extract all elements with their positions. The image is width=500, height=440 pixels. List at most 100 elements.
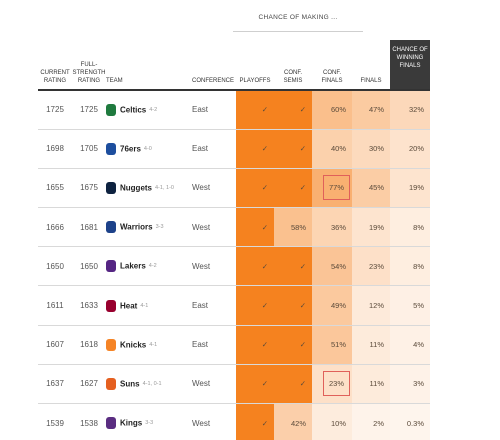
win-finals-value: 8%: [413, 222, 424, 232]
playoffs-cell: ✓: [236, 403, 274, 440]
current-rating-cell: 1725: [38, 90, 72, 130]
conf-semis-cell: ✓: [274, 325, 312, 365]
conf-finals-value: 51%: [330, 340, 346, 350]
finals-value: 12%: [368, 301, 384, 311]
current-rating-cell: 1611: [38, 285, 72, 326]
team-name[interactable]: Knicks: [120, 340, 147, 350]
conf-semis-value: ✓: [299, 144, 306, 154]
current-rating-cell: 1607: [38, 325, 72, 365]
table-row: 1539 1538 Kings 3-3 West ✓ 42% 10% 2% 0.3%: [38, 403, 430, 440]
conf-semis-cell: 58%: [274, 207, 312, 248]
team-cell: Heat 4-1: [106, 285, 192, 326]
finals-cell: 2%: [352, 403, 390, 440]
table-row: 1725 1725 Celtics 4-2 East ✓ ✓ 60% 47% 32%: [38, 90, 430, 130]
table-row: 1698 1705 76ers 4-0 East ✓ ✓ 40% 30% 20%: [38, 129, 430, 169]
team-name[interactable]: Nuggets: [120, 183, 152, 193]
finals-cell: 45%: [352, 168, 390, 209]
finals-cell: 11%: [352, 364, 390, 405]
conf-semis-value: ✓: [299, 261, 306, 271]
team-cell: Nuggets 4-1, 1-0: [106, 168, 192, 209]
team-cell: Lakers 4-2: [106, 246, 192, 287]
team-name[interactable]: Celtics: [120, 105, 147, 115]
conf-finals-cell: 36%: [312, 207, 352, 248]
conference-cell: West: [192, 364, 236, 405]
conference-cell: East: [192, 325, 236, 365]
celtics-logo-icon: [106, 103, 116, 116]
team-cell: Kings 3-3: [106, 403, 192, 440]
header-team[interactable]: TEAM: [106, 40, 192, 91]
conference-cell: East: [192, 90, 236, 130]
conference-cell: West: [192, 403, 236, 440]
team-name[interactable]: 76ers: [120, 144, 141, 154]
playoffs-value: ✓: [261, 261, 268, 271]
team-name[interactable]: Suns: [120, 379, 140, 389]
conf-finals-value: 40%: [330, 144, 346, 154]
full-strength-rating-cell: 1705: [72, 129, 106, 169]
full-strength-rating-cell: 1650: [72, 246, 106, 287]
header-chance-winning-finals[interactable]: CHANCE OF WINNING FINALS: [390, 40, 430, 91]
conf-finals-cell: 51%: [312, 325, 352, 365]
team-cell: Celtics 4-2: [106, 90, 192, 130]
team-cell: 76ers 4-0: [106, 129, 192, 169]
playoffs-cell: ✓: [236, 285, 274, 326]
full-strength-rating-cell: 1538: [72, 403, 106, 440]
current-rating-cell: 1539: [38, 403, 72, 440]
header-finals[interactable]: FINALS: [352, 40, 390, 91]
win-finals-cell: 5%: [390, 285, 430, 326]
conf-semis-cell: ✓: [274, 364, 312, 405]
header-full-strength-rating[interactable]: FULL-STRENGTH RATING: [72, 40, 106, 91]
playoffs-cell: ✓: [236, 129, 274, 169]
playoffs-cell: ✓: [236, 168, 274, 209]
current-rating-cell: 1655: [38, 168, 72, 209]
knicks-logo-icon: [106, 338, 116, 351]
conf-semis-value: ✓: [299, 301, 306, 311]
team-cell: Knicks 4-1: [106, 325, 192, 365]
full-strength-rating-cell: 1681: [72, 207, 106, 248]
team-series-record: 3-3: [155, 224, 164, 231]
header-conf-semis[interactable]: CONF. SEMIS: [274, 40, 312, 91]
conf-semis-value: ✓: [299, 340, 306, 350]
win-finals-cell: 20%: [390, 129, 430, 169]
conf-semis-cell: ✓: [274, 246, 312, 287]
team-cell: Suns 4-1, 0-1: [106, 364, 192, 405]
win-finals-value: 0.3%: [406, 418, 424, 428]
finals-value: 2%: [373, 418, 384, 428]
suns-logo-icon: [106, 377, 116, 390]
finals-value: 30%: [368, 144, 384, 154]
conf-finals-cell: 60%: [312, 90, 352, 130]
team-series-record: 4-1: [140, 302, 149, 309]
team-series-record: 4-2: [148, 263, 157, 270]
conf-finals-cell: 54%: [312, 246, 352, 287]
conf-semis-value: ✓: [299, 105, 306, 115]
win-finals-cell: 32%: [390, 90, 430, 130]
conf-finals-cell: 77%: [312, 168, 352, 209]
team-series-record: 4-1: [149, 341, 158, 348]
warriors-logo-icon: [106, 221, 116, 234]
playoffs-value: ✓: [261, 183, 268, 193]
team-series-record: 4-0: [143, 145, 152, 152]
conf-finals-cell: 49%: [312, 285, 352, 326]
finals-value: 11%: [369, 340, 384, 350]
playoffs-value: ✓: [261, 222, 268, 232]
conference-cell: East: [192, 285, 236, 326]
finals-value: 11%: [369, 379, 384, 389]
team-name[interactable]: Heat: [120, 301, 138, 311]
playoffs-cell: ✓: [236, 246, 274, 287]
header-conf-finals[interactable]: CONF. FINALS: [312, 40, 352, 91]
win-finals-value: 19%: [408, 183, 424, 193]
conf-semis-value: ✓: [299, 183, 306, 193]
team-name[interactable]: Lakers: [120, 261, 146, 271]
team-name[interactable]: Kings: [120, 418, 143, 428]
conf-semis-cell: ✓: [274, 285, 312, 326]
conf-semis-cell: ✓: [274, 168, 312, 209]
team-name[interactable]: Warriors: [120, 222, 153, 232]
conf-semis-value: ✓: [299, 379, 306, 389]
win-finals-value: 32%: [408, 105, 424, 115]
playoffs-value: ✓: [261, 144, 268, 154]
finals-cell: 47%: [352, 90, 390, 130]
table-row: 1650 1650 Lakers 4-2 West ✓ ✓ 54% 23% 8%: [38, 246, 430, 287]
header-playoffs[interactable]: PLAYOFFS: [236, 40, 274, 91]
header-current-rating[interactable]: CURRENT RATING: [38, 40, 72, 91]
header-conference[interactable]: CONFERENCE: [192, 40, 236, 91]
table-row: 1655 1675 Nuggets 4-1, 1-0 West ✓ ✓ 77% 45% 19%: [38, 168, 430, 209]
